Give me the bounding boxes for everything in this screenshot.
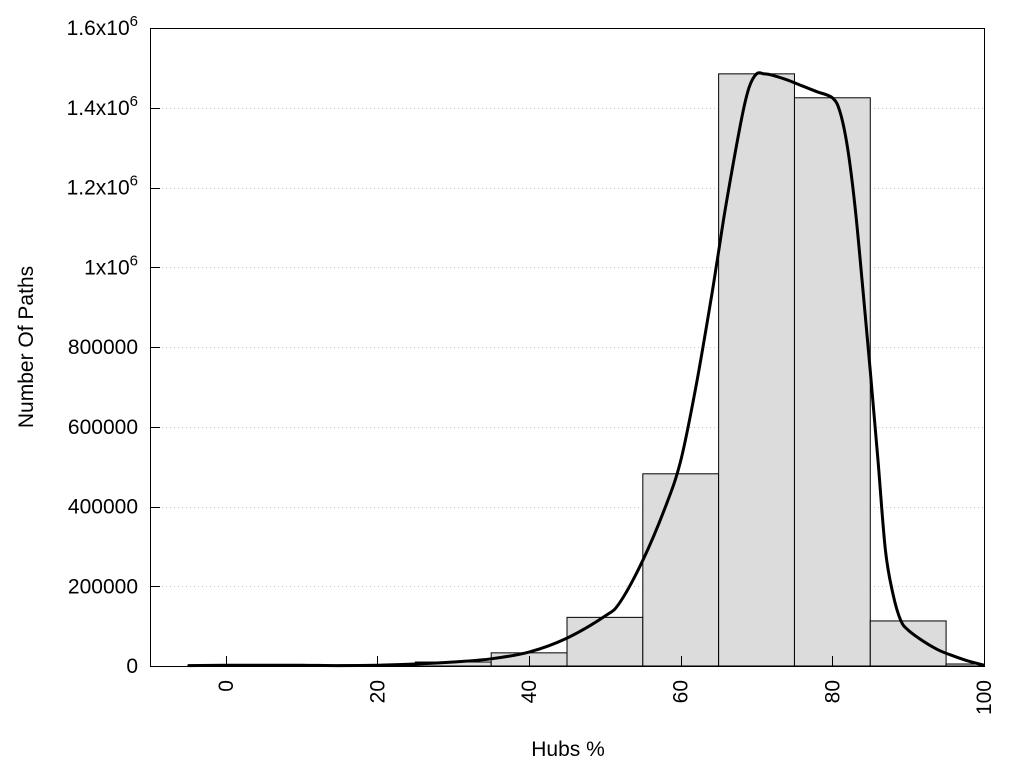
y-axis-label: Number Of Paths — [15, 266, 38, 428]
histogram-bars — [187, 73, 985, 667]
y-tick-label: 1.4x106 — [67, 93, 138, 120]
histogram-bar — [718, 73, 795, 667]
x-tick-label: 60 — [670, 680, 693, 703]
y-tick-label: 800000 — [68, 336, 138, 359]
y-tick-label: 400000 — [68, 496, 138, 519]
x-axis-label: Hubs % — [531, 738, 605, 761]
x-tick-label: 80 — [821, 680, 844, 703]
gridlines — [150, 108, 984, 587]
density-curve — [187, 71, 985, 668]
y-tick-label: 200000 — [68, 575, 138, 598]
y-tick-label: 600000 — [68, 416, 138, 439]
y-tick-label: 1.6x106 — [67, 13, 138, 40]
y-tick-label: 1x106 — [84, 252, 138, 279]
x-tick-label: 100 — [973, 680, 996, 715]
histogram-bar — [793, 97, 871, 667]
y-tick-label: 1.2x106 — [67, 173, 138, 200]
histogram-bar — [869, 620, 947, 667]
x-tick-label: 40 — [518, 680, 541, 703]
y-tick-label: 0 — [126, 655, 138, 678]
y-axis: 0 200000 400000 600000 800000 1x106 1.2x106 1.4… — [67, 13, 160, 678]
histogram-bar — [566, 616, 644, 667]
x-tick-label: 0 — [215, 680, 238, 692]
x-tick-label: 20 — [366, 680, 389, 703]
x-axis: 0 20 40 60 80 100 — [215, 656, 996, 715]
histogram-bar — [642, 473, 720, 667]
